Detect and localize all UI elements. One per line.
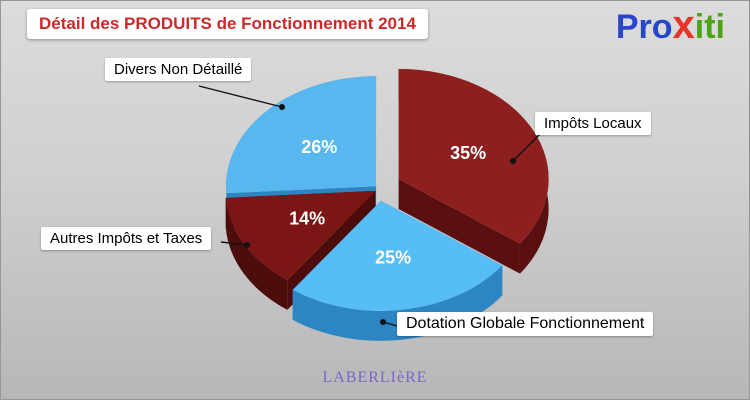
percent-label: 35%	[450, 143, 486, 163]
page-title: Détail des PRODUITS de Fonctionnement 20…	[27, 9, 428, 39]
percent-label: 25%	[375, 247, 411, 267]
pie-slice-top	[225, 190, 376, 280]
leader-line	[198, 85, 283, 108]
logo-text-x: x	[672, 3, 695, 47]
leader-dot	[279, 104, 285, 110]
pie-slice-side	[398, 179, 520, 274]
label-autres-impots-et-taxes: Autres Impôts et Taxes	[41, 227, 212, 250]
pie-slice-rim	[225, 197, 288, 310]
pie-slice-top	[398, 69, 549, 244]
pie-slice-top	[226, 76, 377, 194]
pie-slice-top	[292, 200, 503, 311]
label-impots-locaux: Impôts Locaux	[535, 112, 651, 135]
label-divers-non-detaille: Divers Non Détaillé	[105, 58, 252, 81]
percent-label: 26%	[301, 137, 337, 157]
proxiti-logo: Proxiti	[616, 3, 725, 48]
commune-name: LABERLIèRE	[322, 369, 428, 386]
leader-line	[512, 132, 542, 162]
leader-dot	[380, 319, 386, 325]
leader-line	[220, 241, 248, 246]
leader-dot	[244, 242, 250, 248]
logo-text-iti: iti	[694, 8, 725, 46]
label-dotation-globale-fonctionnement: Dotation Globale Fonctionnement	[397, 312, 654, 336]
logo-text-pro: Pro	[615, 8, 673, 46]
percent-label: 14%	[289, 208, 325, 228]
leader-dot	[510, 158, 516, 164]
